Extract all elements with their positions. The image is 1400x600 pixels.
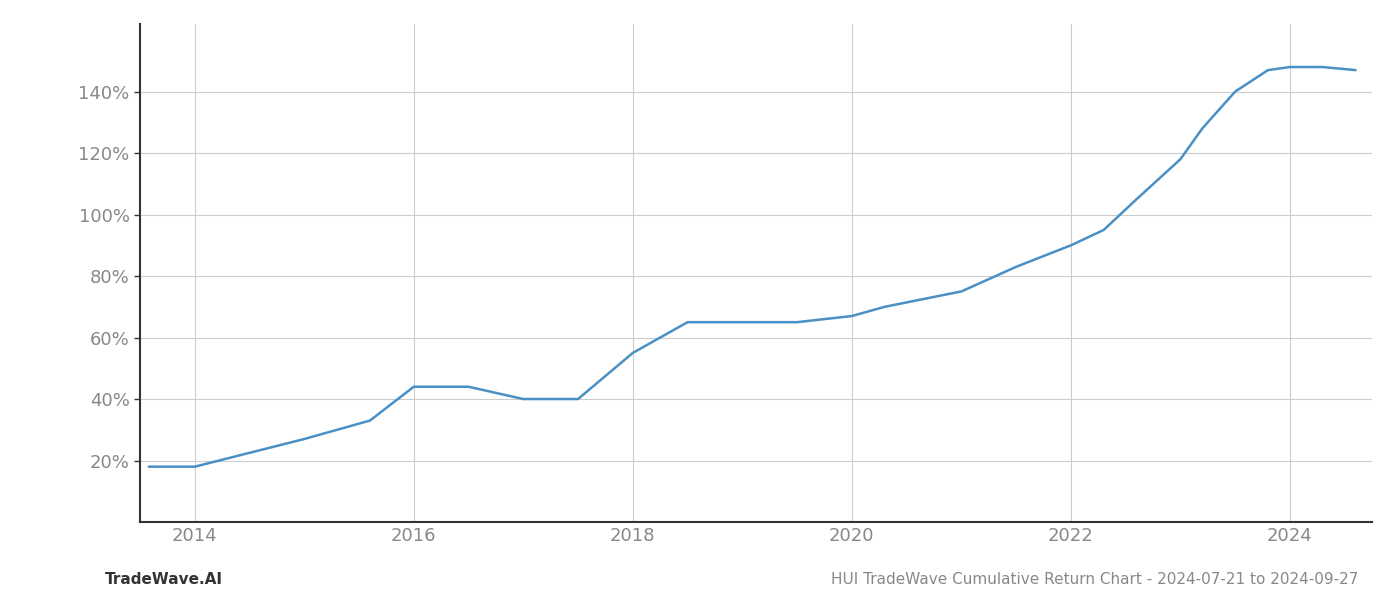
Text: TradeWave.AI: TradeWave.AI — [105, 572, 223, 587]
Text: HUI TradeWave Cumulative Return Chart - 2024-07-21 to 2024-09-27: HUI TradeWave Cumulative Return Chart - … — [830, 572, 1358, 587]
